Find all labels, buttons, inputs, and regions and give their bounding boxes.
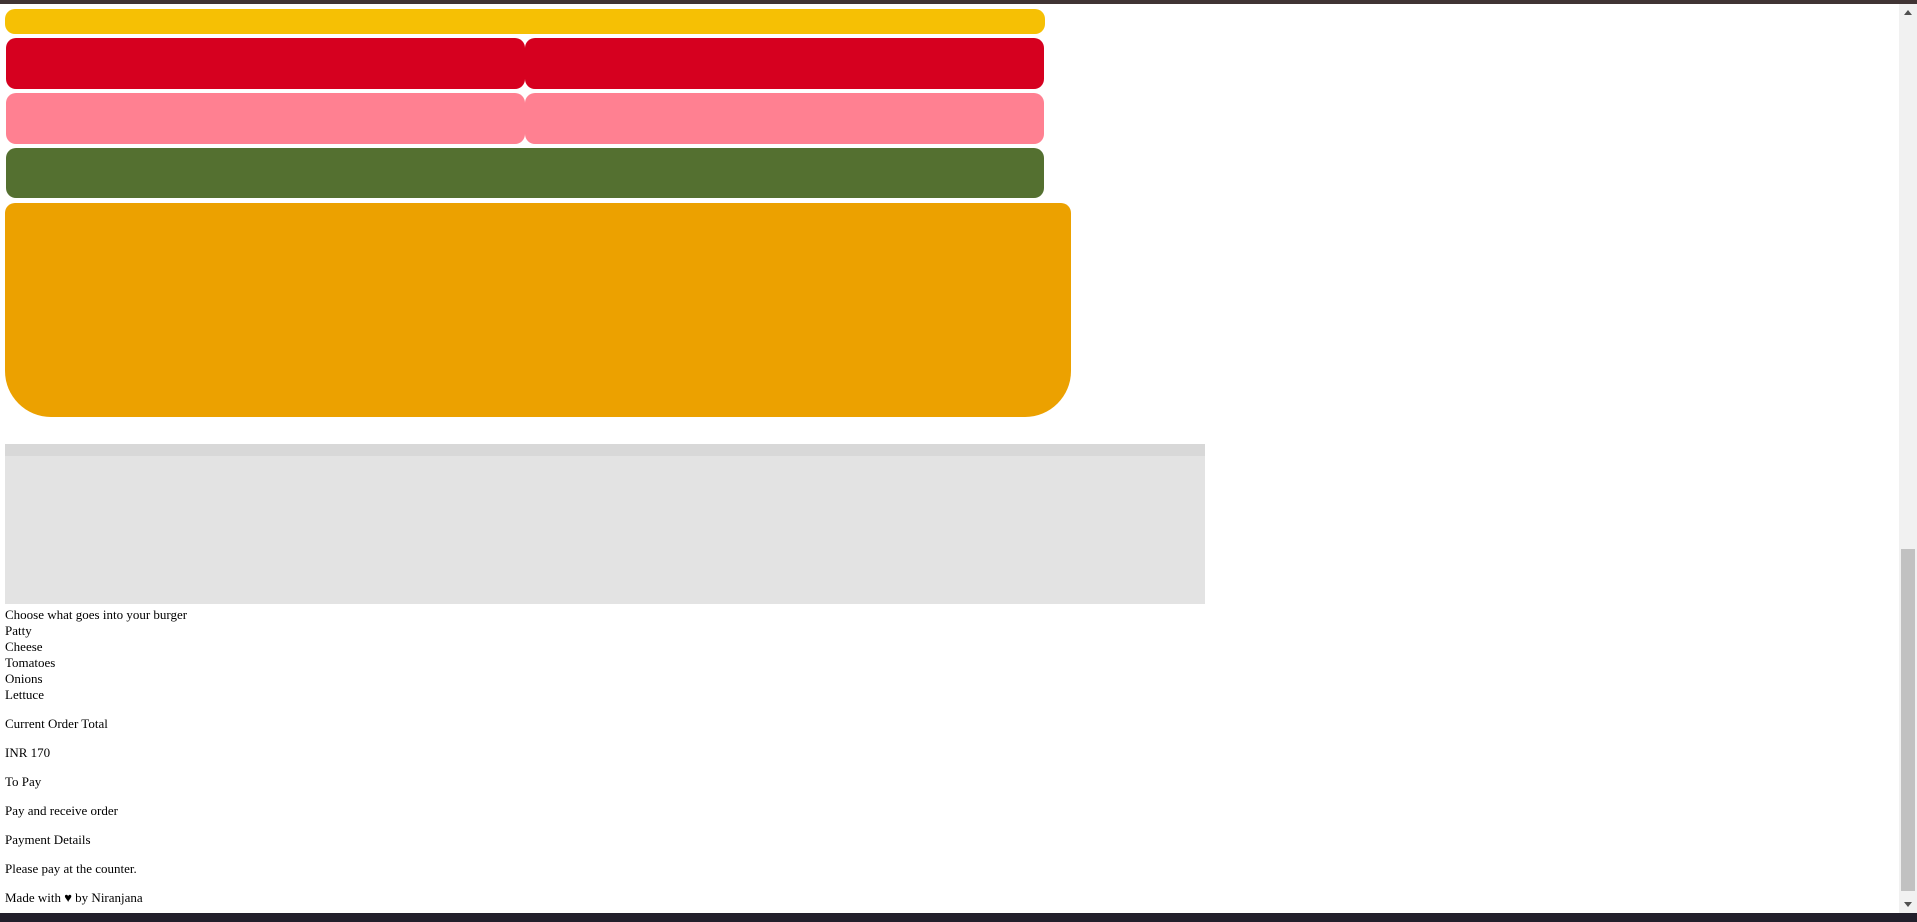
ingredient-onions[interactable]: Onions — [5, 671, 43, 686]
lettuce-layer — [6, 148, 1044, 198]
controls-heading: Choose what goes into your burger — [5, 607, 188, 622]
ingredient-tomatoes[interactable]: Tomatoes — [5, 655, 56, 670]
meat-layer-left — [6, 38, 525, 89]
ingredient-controls-panel — [5, 444, 1205, 604]
ingredient-patty[interactable]: Patty — [5, 623, 32, 638]
order-total-label: Current Order Total — [5, 716, 108, 731]
taskbar — [0, 913, 1917, 922]
to-pay-label: To Pay — [5, 774, 42, 789]
scrollbar-thumb[interactable] — [1901, 549, 1915, 891]
cheese-layer-left — [6, 93, 525, 144]
footer-credit: Made with ♥ by Niranjana — [5, 890, 143, 905]
window-top-border — [0, 0, 1917, 4]
ingredient-cheese[interactable]: Cheese — [5, 639, 43, 654]
meat-layer-right — [525, 38, 1044, 89]
vertical-scrollbar[interactable] — [1899, 4, 1917, 913]
scroll-up-arrow-icon[interactable] — [1899, 4, 1917, 22]
order-info: Choose what goes into your burger Patty … — [5, 607, 187, 906]
scroll-down-arrow-icon[interactable] — [1899, 895, 1917, 913]
cheese-layer-right — [525, 93, 1044, 144]
payment-instruction: Please pay at the counter. — [5, 861, 137, 876]
ingredient-lettuce[interactable]: Lettuce — [5, 687, 44, 702]
controls-panel-header — [5, 444, 1205, 456]
payment-details-heading: Payment Details — [5, 832, 91, 847]
bun-top-layer — [5, 9, 1045, 34]
pay-order-button[interactable]: Pay and receive order — [5, 803, 118, 818]
bun-bottom-layer — [5, 203, 1071, 417]
order-total-value: INR 170 — [5, 745, 51, 760]
